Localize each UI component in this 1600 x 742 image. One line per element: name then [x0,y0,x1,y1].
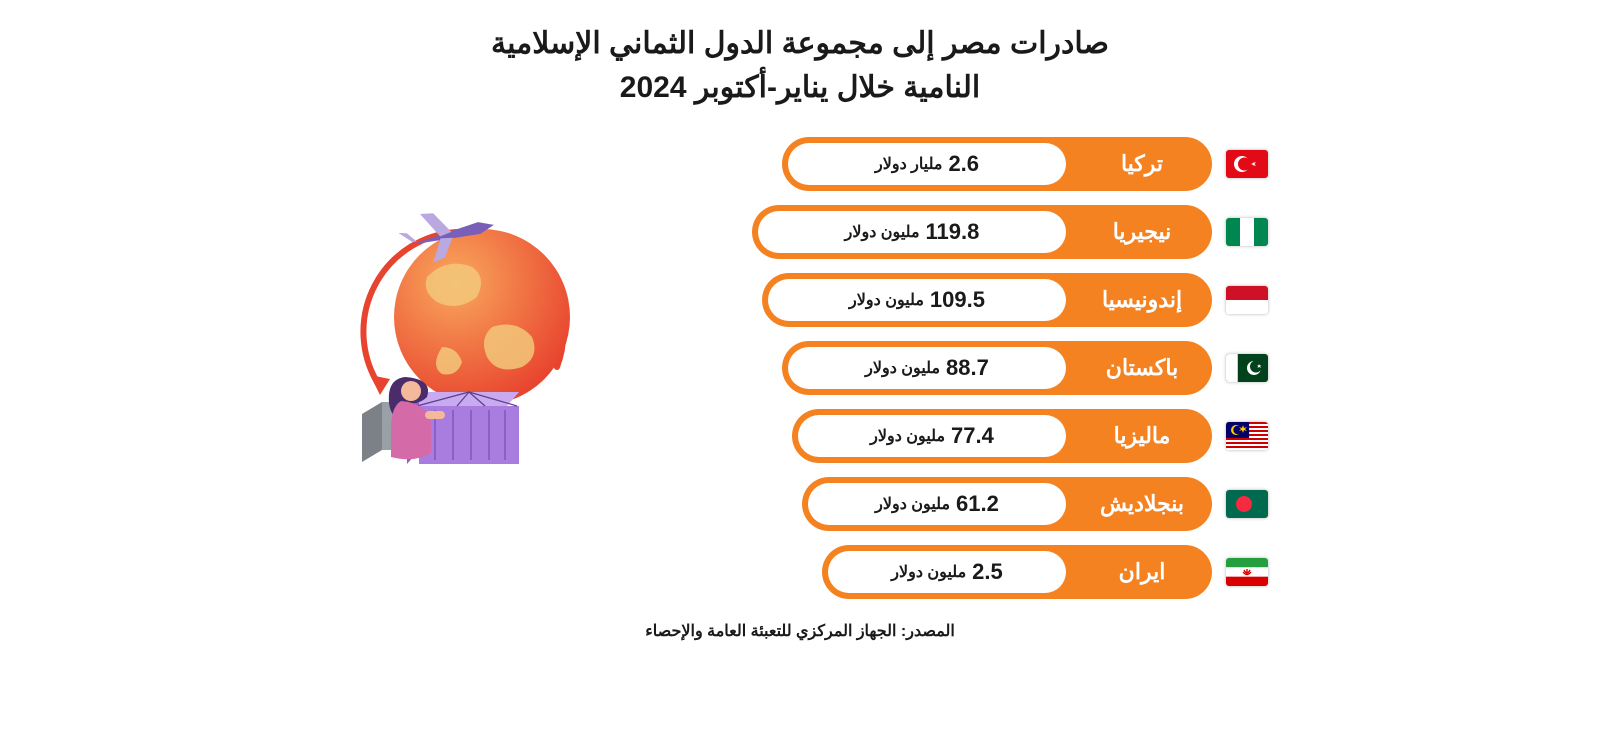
malaysia-flag-icon [1226,422,1268,450]
value-number: 119.8 [926,219,980,245]
title-line-1: صادرات مصر إلى مجموعة الدول الثماني الإس… [491,27,1109,60]
source-attribution: المصدر: الجهاز المركزي للتعبئة العامة وا… [0,621,1600,641]
turkey-flag-icon [1226,150,1268,178]
country-label: باكستان [1072,341,1212,395]
pakistan-flag-icon [1226,354,1268,382]
value-number: 77.4 [951,423,994,449]
country-label: تركيا [1072,137,1212,191]
value-unit: مليار دولار [875,154,942,174]
nigeria-flag-icon [1226,218,1268,246]
value-pill: بنجلاديش 61.2 مليون دولار [802,477,1212,531]
data-row: تركيا 2.6 مليار دولار [752,137,1268,191]
value-capsule: 2.5 مليون دولار [828,551,1066,593]
value-number: 88.7 [946,355,989,381]
infographic-title: صادرات مصر إلى مجموعة الدول الثماني الإس… [0,22,1600,109]
data-row: بنجلاديش 61.2 مليون دولار [752,477,1268,531]
country-label: ايران [1072,545,1212,599]
value-capsule: 119.8 مليون دولار [758,211,1066,253]
title-line-2: النامية خلال يناير-أكتوبر 2024 [620,71,980,104]
value-unit: مليون دولار [870,426,945,446]
value-number: 61.2 [956,491,999,517]
value-capsule: 2.6 مليار دولار [788,143,1066,185]
data-rows: تركيا 2.6 مليار دولار نيجيريا 119.8 مليون دول… [752,137,1268,599]
data-row: إندونيسيا 109.5 مليون دولار [752,273,1268,327]
value-pill: نيجيريا 119.8 مليون دولار [752,205,1212,259]
value-capsule: 61.2 مليون دولار [808,483,1066,525]
value-pill: تركيا 2.6 مليار دولار [782,137,1212,191]
export-illustration [332,207,612,487]
value-number: 2.5 [972,559,1003,585]
value-pill: باكستان 88.7 مليون دولار [782,341,1212,395]
iran-flag-icon [1226,558,1268,586]
value-number: 2.6 [948,151,979,177]
value-unit: مليون دولار [865,358,940,378]
value-number: 109.5 [930,287,985,313]
value-pill: ماليزيا 77.4 مليون دولار [792,409,1212,463]
indonesia-flag-icon [1226,286,1268,314]
country-label: بنجلاديش [1072,477,1212,531]
data-row: ايران 2.5 مليون دولار [752,545,1268,599]
country-label: نيجيريا [1072,205,1212,259]
value-capsule: 77.4 مليون دولار [798,415,1066,457]
content-area: تركيا 2.6 مليار دولار نيجيريا 119.8 مليون دول… [0,137,1600,599]
data-row: ماليزيا 77.4 مليون دولار [752,409,1268,463]
value-unit: مليون دولار [875,494,950,514]
bangladesh-flag-icon [1226,490,1268,518]
value-pill: إندونيسيا 109.5 مليون دولار [762,273,1212,327]
data-row: نيجيريا 119.8 مليون دولار [752,205,1268,259]
country-label: إندونيسيا [1072,273,1212,327]
value-unit: مليون دولار [845,222,920,242]
value-unit: مليون دولار [849,290,924,310]
value-pill: ايران 2.5 مليون دولار [822,545,1212,599]
value-capsule: 109.5 مليون دولار [768,279,1066,321]
value-capsule: 88.7 مليون دولار [788,347,1066,389]
country-label: ماليزيا [1072,409,1212,463]
data-row: باكستان 88.7 مليون دولار [752,341,1268,395]
value-unit: مليون دولار [891,562,966,582]
